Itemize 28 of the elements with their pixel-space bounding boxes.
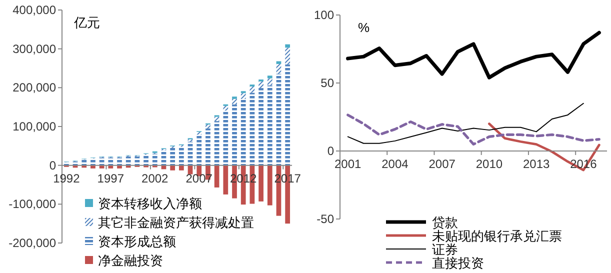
y-tick-label: 400,000 <box>12 3 56 17</box>
x-tick-label: 2007 <box>186 171 213 186</box>
y-tick-label: -100,000 <box>8 197 56 212</box>
legend-label: 未贴现的银行承兑汇票 <box>432 228 562 244</box>
legend-label: 贷款 <box>432 215 458 230</box>
legend-label: 净金融投资 <box>98 253 163 268</box>
y-axis-title: 亿元 <box>73 15 100 30</box>
y-tick-label: 100,000 <box>12 120 56 134</box>
y-tick-label: 50 <box>320 76 334 90</box>
y-tick-label: 200,000 <box>12 80 56 95</box>
y-tick-label: 0 <box>327 144 334 158</box>
legend-label: 资本形成总额 <box>98 234 176 249</box>
x-tick-label: 2004 <box>382 157 409 171</box>
legend-label: 证券 <box>432 242 458 257</box>
x-tick-label: 2002 <box>142 171 169 186</box>
y-tick-label: -50 <box>316 212 334 226</box>
x-tick-label: 2013 <box>522 157 550 171</box>
x-tick-label: 1997 <box>97 171 124 186</box>
x-tick-label: 2007 <box>428 157 456 171</box>
legend-label: 直接投资 <box>432 256 484 270</box>
y-tick-label: 100 <box>314 8 334 22</box>
y-tick-label: -200,000 <box>8 236 56 250</box>
y-tick-label: 300,000 <box>12 42 56 56</box>
legend-label: 资本转移收入净额 <box>98 196 202 211</box>
x-tick-label: 2010 <box>476 157 503 171</box>
y-axis-title: % <box>358 20 370 35</box>
legend-label: 其它非金融资产获得减处置 <box>98 215 254 230</box>
y-tick-label: 0 <box>49 158 56 172</box>
